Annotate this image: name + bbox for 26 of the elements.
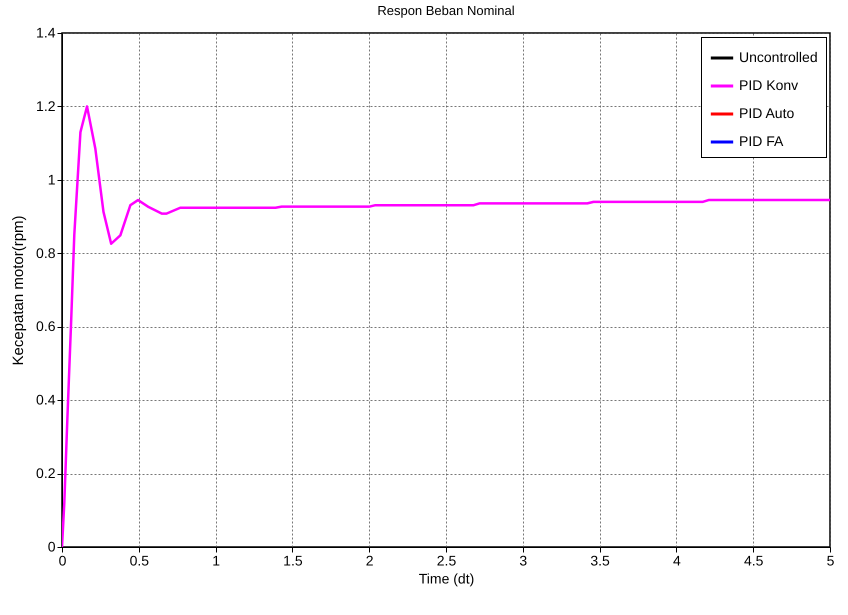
y-tick-label: 1.2: [36, 98, 56, 114]
x-tick-label: 4.5: [744, 552, 764, 568]
x-tick-label: 1: [212, 552, 220, 568]
legend-label: PID Konv: [739, 77, 798, 93]
legend-label: PID Auto: [739, 105, 794, 121]
legend-label: Uncontrolled: [739, 49, 818, 65]
x-tick-label: 2: [366, 552, 374, 568]
y-tick-label: 0.6: [36, 318, 56, 334]
y-tick-label: 1: [48, 171, 56, 188]
y-tick-label: 0.4: [36, 392, 56, 408]
x-tick-label: 0: [58, 552, 67, 568]
x-tick-label: 5: [826, 552, 835, 568]
x-tick-label: 1.5: [283, 552, 303, 568]
chart-title: Respon Beban Nominal: [377, 3, 515, 18]
x-tick-label: 2.5: [436, 552, 456, 568]
y-tick-label: 0.8: [36, 244, 56, 261]
y-tick-label: 1.4: [36, 24, 56, 40]
x-tick-label: 4: [673, 552, 681, 568]
x-axis-title: Time (dt): [418, 570, 474, 586]
y-tick-label: 0.2: [36, 465, 56, 482]
x-tick-label: 3: [519, 552, 528, 568]
y-axis-title: Kecepatan motor(rpm): [10, 215, 28, 366]
x-tick-label: 3.5: [590, 552, 610, 568]
legend-label: PID FA: [739, 133, 784, 149]
x-tick-label: 0.5: [130, 552, 150, 568]
y-tick-label: 0: [48, 538, 56, 554]
